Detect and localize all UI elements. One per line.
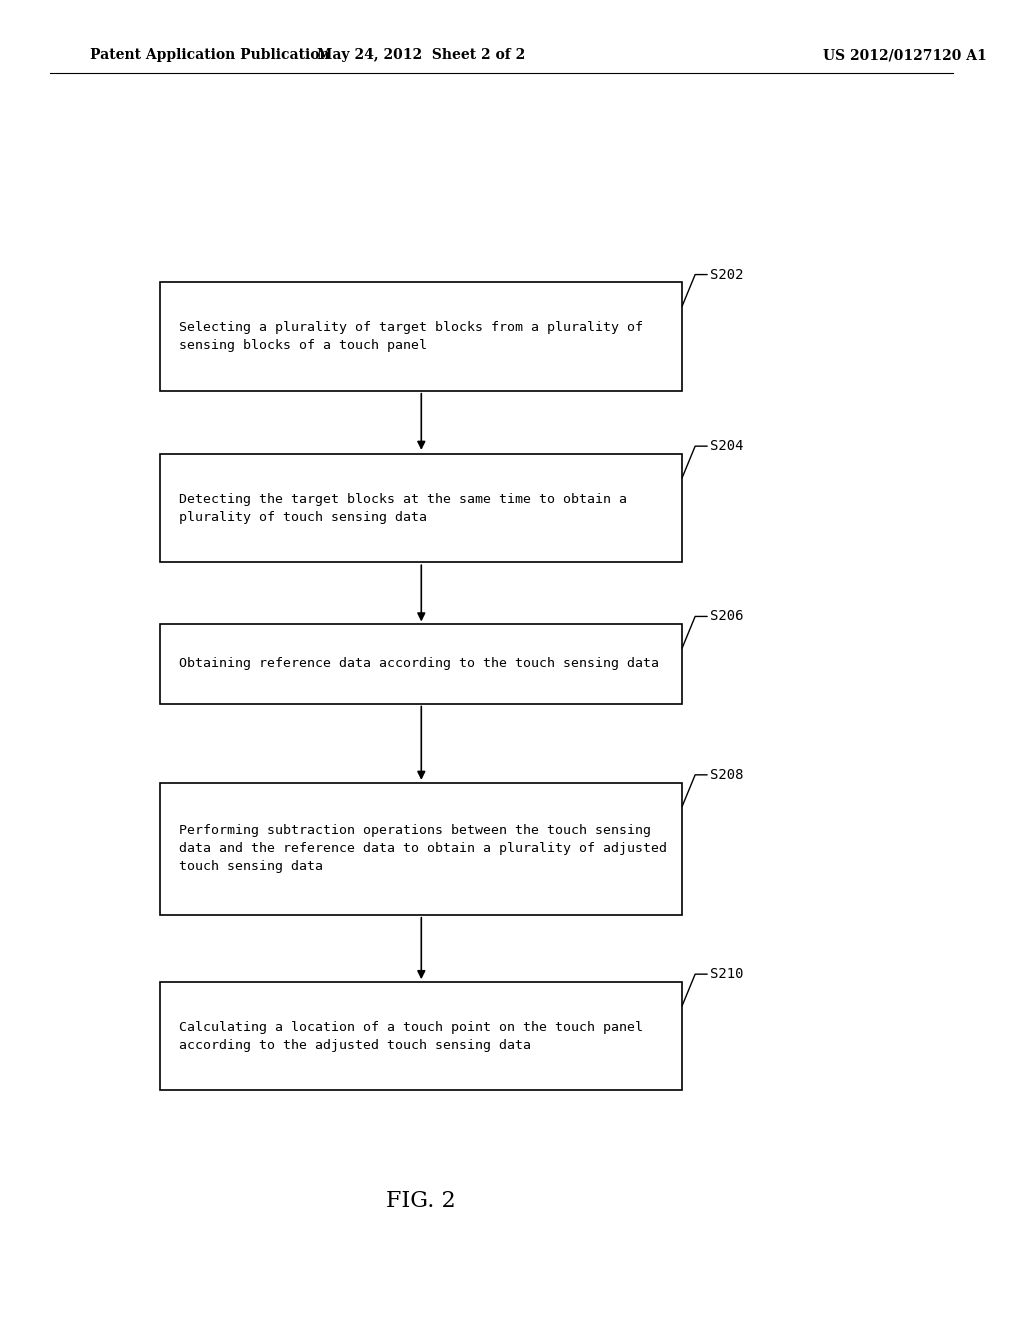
Text: Detecting the target blocks at the same time to obtain a
plurality of touch sens: Detecting the target blocks at the same … [178,492,627,524]
Text: S208: S208 [711,768,743,781]
Text: Obtaining reference data according to the touch sensing data: Obtaining reference data according to th… [178,657,658,671]
Text: S210: S210 [711,968,743,981]
Text: US 2012/0127120 A1: US 2012/0127120 A1 [822,49,986,62]
FancyBboxPatch shape [161,454,682,562]
Text: S202: S202 [711,268,743,281]
FancyBboxPatch shape [161,624,682,704]
Text: Selecting a plurality of target blocks from a plurality of
sensing blocks of a t: Selecting a plurality of target blocks f… [178,321,642,352]
Text: May 24, 2012  Sheet 2 of 2: May 24, 2012 Sheet 2 of 2 [317,49,525,62]
Text: Calculating a location of a touch point on the touch panel
according to the adju: Calculating a location of a touch point … [178,1020,642,1052]
Text: S204: S204 [711,440,743,453]
FancyBboxPatch shape [161,282,682,391]
Text: Performing subtraction operations between the touch sensing
data and the referen: Performing subtraction operations betwee… [178,824,667,874]
Text: S206: S206 [711,610,743,623]
Text: Patent Application Publication: Patent Application Publication [90,49,330,62]
FancyBboxPatch shape [161,783,682,915]
FancyBboxPatch shape [161,982,682,1090]
Text: FIG. 2: FIG. 2 [386,1191,456,1212]
